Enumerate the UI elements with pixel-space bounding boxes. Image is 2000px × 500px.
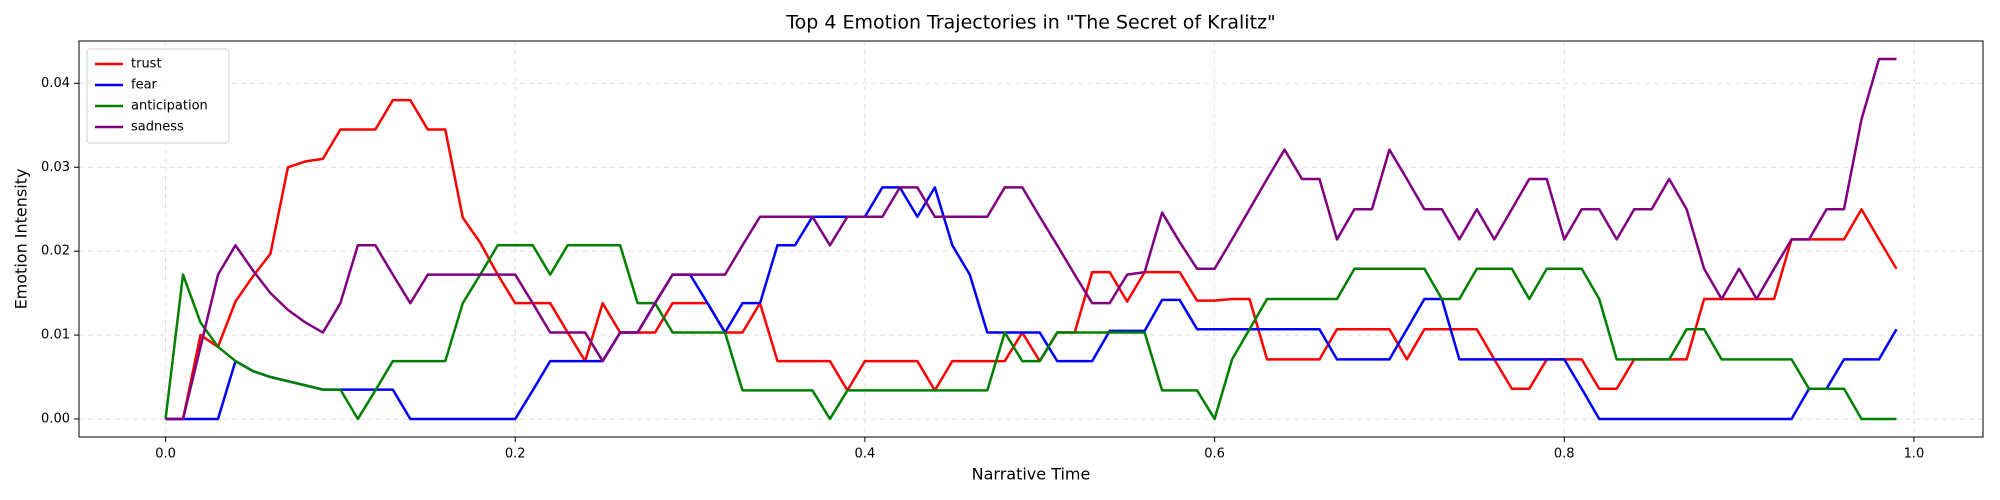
- legend-label: sadness: [131, 120, 184, 135]
- legend-label: anticipation: [131, 99, 208, 114]
- series-line: [165, 57, 1897, 421]
- legend-label: trust: [131, 57, 162, 72]
- x-tick-label: 0.6: [1204, 447, 1225, 462]
- y-tick-label: 0.02: [41, 244, 70, 259]
- x-axis-label: Narrative Time: [972, 465, 1091, 484]
- series-line: [164, 244, 1897, 421]
- y-axis-label: Emotion Intensity: [12, 169, 31, 310]
- x-tick-label: 0.8: [1554, 447, 1575, 462]
- y-tick-label: 0.04: [41, 76, 70, 91]
- legend-label: fear: [131, 78, 158, 93]
- x-tick-label: 1.0: [1904, 447, 1925, 462]
- y-tick-label: 0.03: [41, 160, 70, 175]
- y-tick-label: 0.00: [41, 411, 70, 426]
- legend-box: [86, 48, 230, 144]
- x-tick-label: 0.0: [155, 447, 176, 462]
- legend: trust fear anticipation sadness: [86, 48, 230, 144]
- chart-title: Top 4 Emotion Trajectories in "The Secre…: [785, 12, 1276, 34]
- y-tick-label: 0.01: [41, 328, 70, 343]
- x-tick-label: 0.4: [855, 447, 876, 462]
- series-line: [165, 186, 1898, 421]
- x-tick-label: 0.2: [505, 447, 526, 462]
- series-line: [165, 98, 1898, 421]
- plot-frame: [78, 40, 1984, 438]
